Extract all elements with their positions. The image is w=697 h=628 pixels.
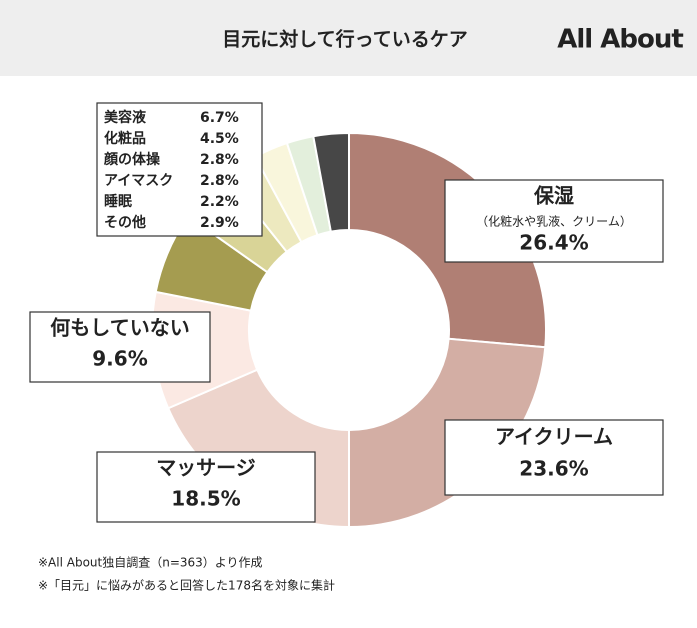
chart-title: 目元に対して行っているケア: [222, 28, 467, 51]
label-box: [444, 419, 664, 496]
note: ※「目元」に悩みがあると回答した178名を対象に集計: [38, 578, 335, 593]
header-band: [0, 0, 697, 76]
note: ※All About独自調査（n=363）より作成: [38, 556, 263, 570]
slice-label: 睡眠: [104, 194, 132, 210]
value-label: 26.4%: [519, 231, 588, 255]
value-label: 4.5%: [200, 131, 239, 147]
value-label: 23.6%: [519, 457, 588, 481]
label-box: [29, 311, 211, 383]
slice-label: マッサージ: [156, 456, 256, 480]
slice-label: 保湿: [533, 184, 574, 208]
value-label: 2.9%: [200, 215, 239, 231]
slice-label: アイマスク: [104, 173, 173, 189]
label-box: [96, 451, 316, 523]
value-label: 6.7%: [200, 110, 239, 126]
slice-label: 美容液: [104, 109, 147, 126]
value-label: 2.8%: [200, 173, 239, 189]
value-label: 2.2%: [200, 194, 239, 210]
value-label: 9.6%: [92, 347, 147, 371]
slice-label: 何もしていない: [50, 316, 189, 340]
label-box: [96, 102, 263, 237]
label-box: [444, 179, 664, 263]
slice-label: 顔の体操: [103, 151, 161, 168]
logo: All About: [557, 25, 683, 55]
value-label: 2.8%: [200, 152, 239, 168]
slice-label: 化粧品: [104, 130, 146, 147]
slice: [312, 131, 350, 233]
annotation: （化粧水や乳液、クリーム）: [476, 214, 632, 229]
slice-label: アイクリーム: [495, 425, 613, 449]
slice-label: その他: [104, 214, 146, 231]
value-label: 18.5%: [171, 487, 240, 511]
